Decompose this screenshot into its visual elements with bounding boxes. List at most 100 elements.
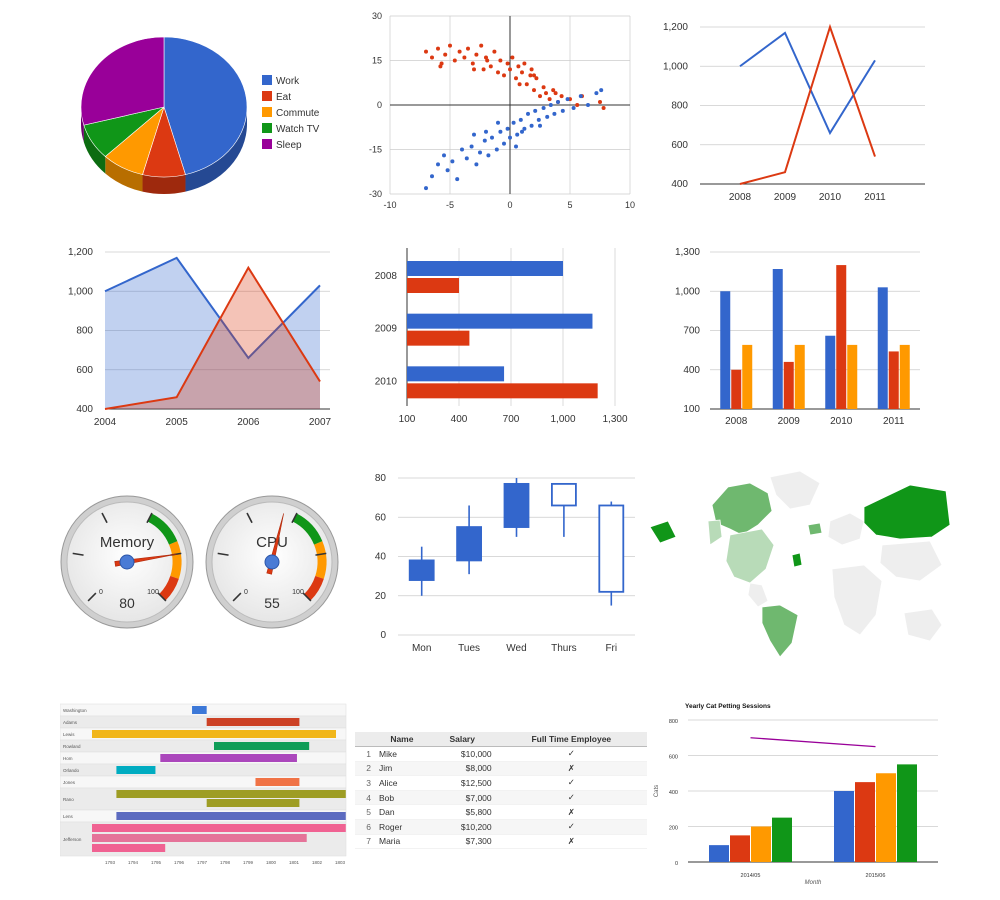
series-line-s1 xyxy=(739,23,876,185)
cell-name: Roger xyxy=(375,819,429,835)
pie-side-4 xyxy=(81,107,84,143)
cell-fulltime: ✗ xyxy=(495,804,647,820)
scatter-point-s1 xyxy=(533,108,538,113)
y-tick-label: 400 xyxy=(669,790,678,796)
scatter-point-s1 xyxy=(548,103,553,107)
y-tick-label: 0 xyxy=(675,861,678,867)
scatter-point-s1 xyxy=(502,141,506,146)
gauge-green-band xyxy=(292,513,323,545)
cell-salary: $10,200 xyxy=(428,819,496,835)
scatter-point-s1 xyxy=(505,126,510,131)
x-tick-label: 5 xyxy=(567,200,572,210)
x-tick-label: 2009 xyxy=(778,416,801,427)
combo-title: Yearly Cat Petting Sessions xyxy=(685,703,771,710)
table-header-name[interactable]: Name xyxy=(375,732,429,747)
column-s0 xyxy=(825,335,836,409)
timeline-year-label: 1803 xyxy=(335,860,346,865)
series-line-s0 xyxy=(104,256,321,360)
timeline-bar xyxy=(160,754,297,762)
y-tick-label: 0 xyxy=(377,100,382,110)
scatter-chart: 30 15 0 -15 -30-10 -5 0 5 10 xyxy=(369,11,635,210)
gauge-min-label: 0 xyxy=(99,589,103,596)
cell-salary: $7,000 xyxy=(428,790,496,806)
table-row[interactable]: 2 Jim $8,000 ✗ xyxy=(355,761,647,777)
scatter-point-s0 xyxy=(508,67,512,72)
x-tick-label: 2004 xyxy=(94,417,117,428)
table-row[interactable]: 1 Mike $10,000 ✓ xyxy=(355,746,647,762)
russia-region xyxy=(863,484,950,540)
column-s3 xyxy=(772,817,792,862)
scatter-point-s0 xyxy=(498,58,503,63)
timeline-row xyxy=(60,715,347,729)
y-tick-label: 1,000 xyxy=(68,286,93,297)
table-header-salary[interactable]: Salary xyxy=(428,732,496,747)
timeline-bar xyxy=(255,778,300,786)
candle-body xyxy=(503,482,530,528)
column-s1 xyxy=(783,361,794,409)
brazil-region xyxy=(761,604,799,658)
x-tick-label: Fri xyxy=(605,643,617,654)
gauge-major-tick xyxy=(72,552,84,556)
canada-region xyxy=(711,482,773,536)
row-index: 3 xyxy=(355,775,375,791)
scatter-point-s0 xyxy=(601,105,606,110)
scandinavia-region xyxy=(807,522,823,536)
x-tick-label: 2010 xyxy=(819,192,842,203)
x-tick-label: 2009 xyxy=(774,192,797,203)
legend-swatch xyxy=(262,91,272,101)
y-tick-label: 200 xyxy=(669,826,678,832)
candle-body xyxy=(456,526,482,562)
column-s1 xyxy=(836,265,847,409)
table-row[interactable]: 3 Alice $12,500 ✓ xyxy=(355,775,647,791)
scatter-point-s0 xyxy=(488,64,493,69)
scatter-point-s0 xyxy=(448,43,452,48)
scatter-point-s0 xyxy=(472,67,476,72)
table-row[interactable]: 4 Bob $7,000 ✓ xyxy=(355,790,647,806)
scatter-point-s0 xyxy=(436,46,440,51)
gauge-yellow-band xyxy=(168,541,182,579)
scatter-point-s1 xyxy=(518,117,523,122)
alaska-west-region xyxy=(650,520,677,544)
row-index: 4 xyxy=(355,790,375,806)
scatter-point-s0 xyxy=(510,55,515,60)
pie-side-2 xyxy=(105,156,143,192)
table-row[interactable]: 6 Roger $10,200 ✓ xyxy=(355,819,647,835)
cell-name: Maria xyxy=(375,834,429,850)
gauge-value: 55 xyxy=(264,595,280,611)
timeline-bar xyxy=(206,799,300,807)
table-row[interactable]: 7 Maria $7,300 ✗ xyxy=(355,834,647,850)
alaska-region xyxy=(707,519,723,546)
horizontal-bar-chart: 100 400 700 1,000 1,300 2008 2009 2010 xyxy=(375,248,628,425)
x-tick-label: 1,000 xyxy=(550,414,575,425)
scatter-point-s0 xyxy=(517,82,522,87)
y-tick-label: 800 xyxy=(76,326,93,337)
timeline-bar xyxy=(116,790,346,798)
scatter-point-s1 xyxy=(498,129,503,134)
timeline-year-label: 1798 xyxy=(220,860,231,865)
gauge-label: Memory xyxy=(100,534,155,551)
table-row[interactable]: 5 Dan $5,800 ✗ xyxy=(355,804,647,820)
column-s2 xyxy=(847,344,858,409)
y-tick-label: 1,200 xyxy=(68,247,93,258)
x-tick-label: 2006 xyxy=(237,417,260,428)
scatter-point-s1 xyxy=(472,132,476,137)
table-header-fulltime[interactable]: Full Time Employee xyxy=(495,732,647,747)
scatter-point-s0 xyxy=(528,73,533,78)
x-tick-label: 2015/06 xyxy=(866,873,886,879)
row-index: 7 xyxy=(355,834,375,850)
x-tick-label: 2005 xyxy=(166,417,189,428)
scatter-point-s1 xyxy=(430,174,434,179)
cell-salary: $10,000 xyxy=(428,746,496,762)
y-tick-label: 600 xyxy=(76,365,93,376)
scatter-point-s0 xyxy=(430,55,434,60)
scatter-point-s1 xyxy=(442,153,446,158)
timeline-row-label: Hom xyxy=(63,756,73,761)
column-s0 xyxy=(877,287,888,409)
timeline-bar xyxy=(92,730,336,738)
cell-fulltime: ✗ xyxy=(495,761,647,777)
column-s1 xyxy=(855,782,875,862)
legend-label: Work xyxy=(276,76,300,87)
timeline-bar xyxy=(214,742,310,750)
gauge-min-label: 0 xyxy=(244,589,248,596)
gauge-yellow-band xyxy=(313,541,327,579)
